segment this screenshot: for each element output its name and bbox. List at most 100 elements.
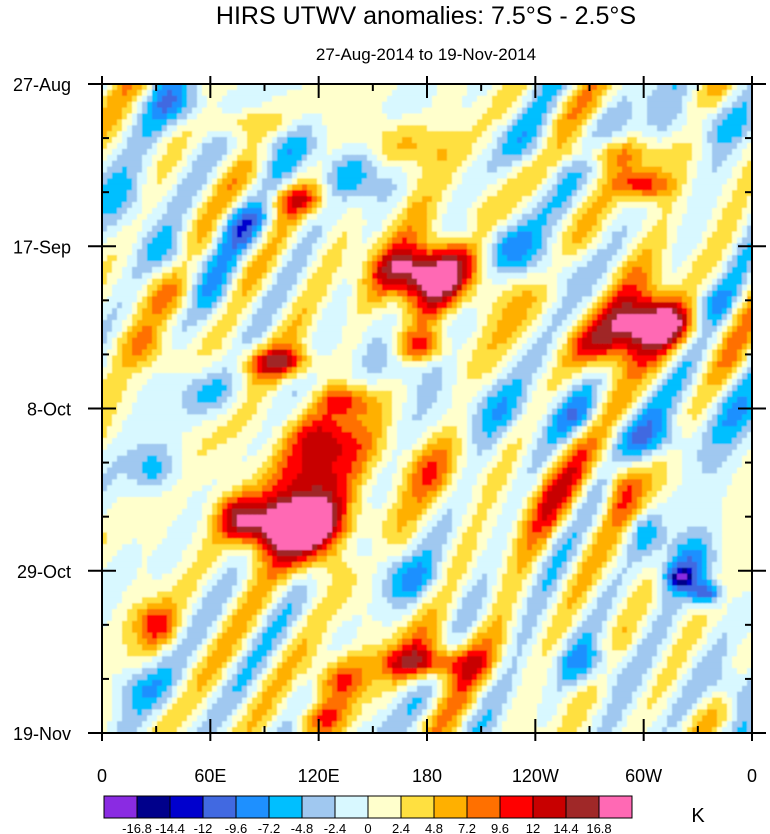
heatmap-cell xyxy=(107,190,113,197)
heatmap-cell xyxy=(377,255,383,262)
heatmap-cell xyxy=(387,296,393,303)
heatmap-cell xyxy=(127,207,133,215)
heatmap-cell xyxy=(172,237,178,244)
heatmap-cell xyxy=(452,95,458,103)
heatmap-cell xyxy=(287,207,293,215)
heatmap-cell xyxy=(172,284,178,292)
heatmap-cell xyxy=(617,231,623,238)
heatmap-cell xyxy=(292,278,298,286)
heatmap-cell xyxy=(287,237,293,244)
heatmap-cell xyxy=(642,266,648,274)
heatmap-cell xyxy=(402,207,408,215)
heatmap-cell xyxy=(332,95,338,103)
heatmap-cell xyxy=(552,148,558,156)
heatmap-cell xyxy=(207,272,213,280)
heatmap-cell xyxy=(177,154,183,162)
heatmap-cell xyxy=(457,261,463,268)
heatmap-cell xyxy=(452,137,458,144)
heatmap-cell xyxy=(452,272,458,280)
heatmap-cell xyxy=(522,107,528,115)
heatmap-cell xyxy=(267,302,273,309)
heatmap-cell xyxy=(547,125,553,132)
heatmap-cell xyxy=(607,237,613,244)
heatmap-cell xyxy=(722,266,728,274)
heatmap-cell xyxy=(217,249,223,256)
heatmap-cell xyxy=(572,172,578,179)
heatmap-cell xyxy=(397,202,403,209)
heatmap-cell xyxy=(187,166,193,174)
heatmap-cell xyxy=(707,296,713,303)
heatmap-cell xyxy=(392,84,398,91)
heatmap-cell xyxy=(527,202,533,209)
heatmap-cell xyxy=(387,213,393,221)
heatmap-cell xyxy=(452,184,458,191)
heatmap-cell xyxy=(477,101,483,109)
heatmap-cell xyxy=(452,131,458,138)
heatmap-cell xyxy=(292,308,298,315)
heatmap-cell xyxy=(127,255,133,262)
heatmap-cell xyxy=(372,266,378,274)
heatmap-cell xyxy=(177,207,183,215)
heatmap-cell xyxy=(692,243,698,250)
heatmap-cell xyxy=(187,131,193,138)
heatmap-cell xyxy=(187,302,193,309)
heatmap-cell xyxy=(467,302,473,309)
heatmap-cell xyxy=(562,89,568,97)
heatmap-cell xyxy=(367,202,373,209)
heatmap-cell xyxy=(382,154,388,162)
heatmap-cell xyxy=(232,148,238,156)
heatmap-cell xyxy=(272,178,278,185)
heatmap-cell xyxy=(337,237,343,244)
heatmap-cell xyxy=(402,89,408,97)
heatmap-cell xyxy=(737,225,743,233)
heatmap-cell xyxy=(317,160,323,168)
heatmap-cell xyxy=(247,160,253,168)
heatmap-cell xyxy=(702,243,708,250)
heatmap-cell xyxy=(427,184,433,191)
heatmap-cell xyxy=(507,237,513,244)
heatmap-cell xyxy=(747,84,752,91)
heatmap-cell xyxy=(652,84,658,91)
heatmap-cell xyxy=(282,202,288,209)
heatmap-cell xyxy=(442,278,448,286)
heatmap-cell xyxy=(567,290,573,297)
heatmap-cell xyxy=(557,190,563,197)
heatmap-cell xyxy=(297,166,303,174)
heatmap-cell xyxy=(232,261,238,268)
heatmap-cell xyxy=(457,95,463,103)
heatmap-cell xyxy=(112,137,118,144)
heatmap-cell xyxy=(107,137,113,144)
heatmap-cell xyxy=(457,219,463,227)
heatmap-cell xyxy=(132,213,138,221)
heatmap-cell xyxy=(407,219,413,227)
heatmap-cell xyxy=(212,148,218,156)
heatmap-cell xyxy=(392,166,398,174)
heatmap-cell xyxy=(212,296,218,303)
heatmap-cell xyxy=(682,284,688,292)
heatmap-cell xyxy=(477,290,483,297)
heatmap-cell xyxy=(257,290,263,297)
heatmap-cell xyxy=(662,213,668,221)
heatmap-cell xyxy=(232,166,238,174)
heatmap-cell xyxy=(157,196,163,203)
heatmap-cell xyxy=(737,255,743,262)
heatmap-cell xyxy=(682,231,688,238)
heatmap-cell xyxy=(552,243,558,250)
heatmap-cell xyxy=(242,272,248,280)
heatmap-cell xyxy=(372,213,378,221)
heatmap-cell xyxy=(357,101,363,109)
heatmap-cell xyxy=(722,261,728,268)
heatmap-cell xyxy=(532,219,538,227)
heatmap-cell xyxy=(317,213,323,221)
heatmap-cell xyxy=(412,249,418,256)
heatmap-cell xyxy=(627,261,633,268)
heatmap-cell xyxy=(582,89,588,97)
heatmap-cell xyxy=(427,207,433,215)
heatmap-cell xyxy=(332,119,338,126)
heatmap-cell xyxy=(647,284,653,292)
heatmap-cell xyxy=(202,278,208,286)
heatmap-cell xyxy=(737,137,743,144)
heatmap-cell xyxy=(652,89,658,97)
heatmap-cell xyxy=(287,184,293,191)
heatmap-cell xyxy=(572,261,578,268)
